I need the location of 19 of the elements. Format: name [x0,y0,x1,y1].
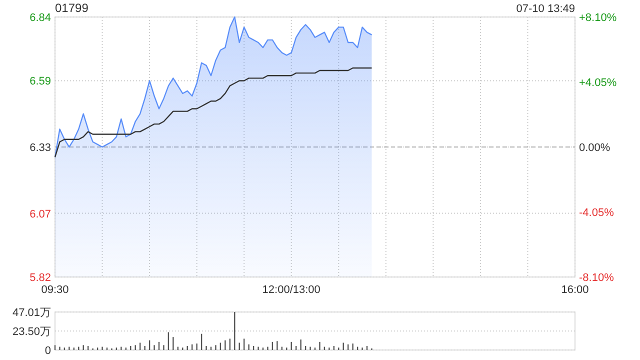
y-tick-label: 5.82 [30,272,51,284]
y-tick-label: 6.07 [30,208,51,220]
x-tick-label: 12:00/13:00 [262,284,320,296]
y-tick-label: 6.33 [30,142,51,154]
line-series [54,67,372,158]
x-tick-label: 16:00 [561,284,589,296]
y-tick-label: 47.01万 [12,307,51,319]
y2-tick-label: 0.00% [579,142,610,154]
y-tick-label: 23.50万 [12,326,51,338]
y2-tick-label: -8.10% [579,272,614,284]
x-tick-label: 09:30 [41,284,69,296]
y-tick-label: 6.59 [30,76,51,88]
y2-tick-label: +4.05% [579,77,617,89]
y-tick-label: 0 [44,345,51,357]
y-tick-label: 6.84 [30,12,51,24]
chart-title: 01799 [55,1,89,15]
y2-tick-label: +8.10% [579,12,617,24]
y2-tick-label: -4.05% [579,207,614,219]
text: 07-10 13:49 [516,3,575,15]
